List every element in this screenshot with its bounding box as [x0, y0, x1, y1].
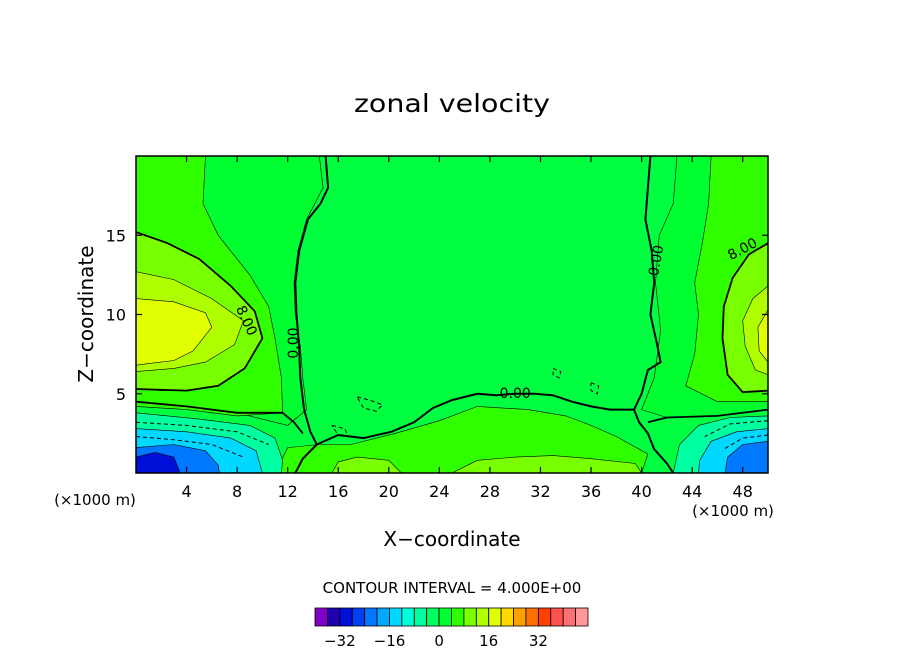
colorbar-swatch-3 [351, 607, 366, 627]
colorbar-swatch-12 [463, 607, 477, 627]
x-tick-label-24: 24 [429, 482, 449, 501]
contour-region-low-left-neg4 [136, 452, 181, 473]
x-tick-label-40: 40 [631, 482, 651, 501]
y-axis-label: Z−coordinate [74, 245, 98, 382]
colorbar-swatch-8 [413, 607, 428, 627]
colorbar-swatch-4 [364, 607, 378, 627]
x-tick-label-28: 28 [480, 482, 500, 501]
contour-region-bottom-right-band [451, 455, 642, 473]
x-unit-left: (×1000 m) [54, 491, 136, 509]
colorbar-swatch-16 [513, 607, 527, 627]
colorbar-swatch-19 [550, 607, 564, 627]
colorbar-swatch-9 [426, 607, 440, 627]
x-tick-label-32: 32 [530, 482, 550, 501]
colorbar-swatch-11 [451, 607, 465, 627]
contour-line-solid-0 [136, 231, 264, 392]
contour-line-solid-3 [647, 408, 768, 424]
colorbar-swatch-21 [575, 607, 589, 627]
contour-line-dashed-4 [356, 396, 384, 412]
x-tick-label-44: 44 [682, 482, 702, 501]
colorbar-tick-label-2: 0 [434, 632, 444, 650]
contour-label-2: 0.00 [500, 386, 531, 402]
zero-contour-1 [632, 156, 675, 473]
x-tick-label-20: 20 [379, 482, 399, 501]
x-tick-label-12: 12 [278, 482, 298, 501]
colorbar-swatch-0 [314, 607, 328, 627]
x-tick-label-48: 48 [733, 482, 753, 501]
colorbar-ticks: −32 −16 0 16 32 [324, 632, 548, 650]
contour-region-low-right-neg3 [724, 440, 768, 473]
contour-region-bottom-mid-band-8 [331, 456, 402, 473]
y-axis-ticks: 5 10 15 [106, 226, 768, 404]
x-tick-label-4: 4 [181, 482, 191, 501]
colorbar-tick-label-4: 32 [529, 632, 548, 650]
x-tick-label-36: 36 [581, 482, 601, 501]
colorbar-swatch-10 [438, 607, 452, 627]
zero-contour-2 [316, 392, 634, 446]
colorbar-swatch-2 [339, 607, 353, 627]
x-axis-ticks: 4 8 12 16 20 24 28 32 36 40 44 48 [181, 156, 753, 501]
colorbar [314, 607, 589, 627]
colorbar-tick-label-3: 16 [479, 632, 498, 650]
contour-region-left-jet-16 [136, 298, 213, 366]
contour-line-dashed-6 [552, 367, 562, 379]
plot-area [136, 156, 768, 473]
contour-line-dashed-1 [136, 436, 244, 458]
contour-lines [136, 156, 768, 473]
colorbar-swatch-20 [562, 607, 576, 627]
contour-line-dashed-5 [331, 424, 350, 438]
colorbar-tick-label-0: −32 [324, 632, 356, 650]
x-tick-label-8: 8 [232, 482, 242, 501]
chart-title: zonal velocity [354, 89, 550, 118]
contour-line-solid-1 [721, 242, 768, 394]
colorbar-swatch-17 [525, 607, 539, 627]
colorbar-swatch-7 [401, 607, 415, 627]
zero-contour-0 [294, 156, 330, 473]
x-tick-label-16: 16 [328, 482, 348, 501]
contour-line-dashed-7 [590, 382, 600, 395]
contour-line-dashed-3 [723, 434, 768, 450]
contour-fills [136, 156, 768, 473]
contour-interval-text: CONTOUR INTERVAL = 4.000E+00 [323, 579, 582, 597]
contour-label-3: 0.00 [646, 244, 667, 277]
contour-label-1: 0.00 [286, 327, 302, 358]
contour-region-right-jet-16 [757, 309, 768, 363]
contour-line-solid-2 [136, 400, 304, 434]
y-tick-label-5: 5 [116, 385, 126, 404]
colorbar-swatch-18 [537, 607, 552, 627]
contour-line-dashed-2 [704, 420, 768, 437]
colorbar-swatch-14 [488, 607, 502, 627]
colorbar-swatch-6 [389, 607, 403, 627]
x-axis-label: X−coordinate [383, 527, 520, 551]
colorbar-swatch-15 [500, 607, 514, 627]
colorbar-swatch-1 [327, 607, 341, 627]
colorbar-tick-label-1: −16 [374, 632, 406, 650]
y-tick-label-10: 10 [106, 306, 126, 325]
colorbar-swatch-5 [376, 607, 390, 627]
x-unit-right: (×1000 m) [692, 502, 774, 520]
colorbar-swatch-13 [475, 607, 490, 627]
y-tick-label-15: 15 [106, 226, 126, 245]
